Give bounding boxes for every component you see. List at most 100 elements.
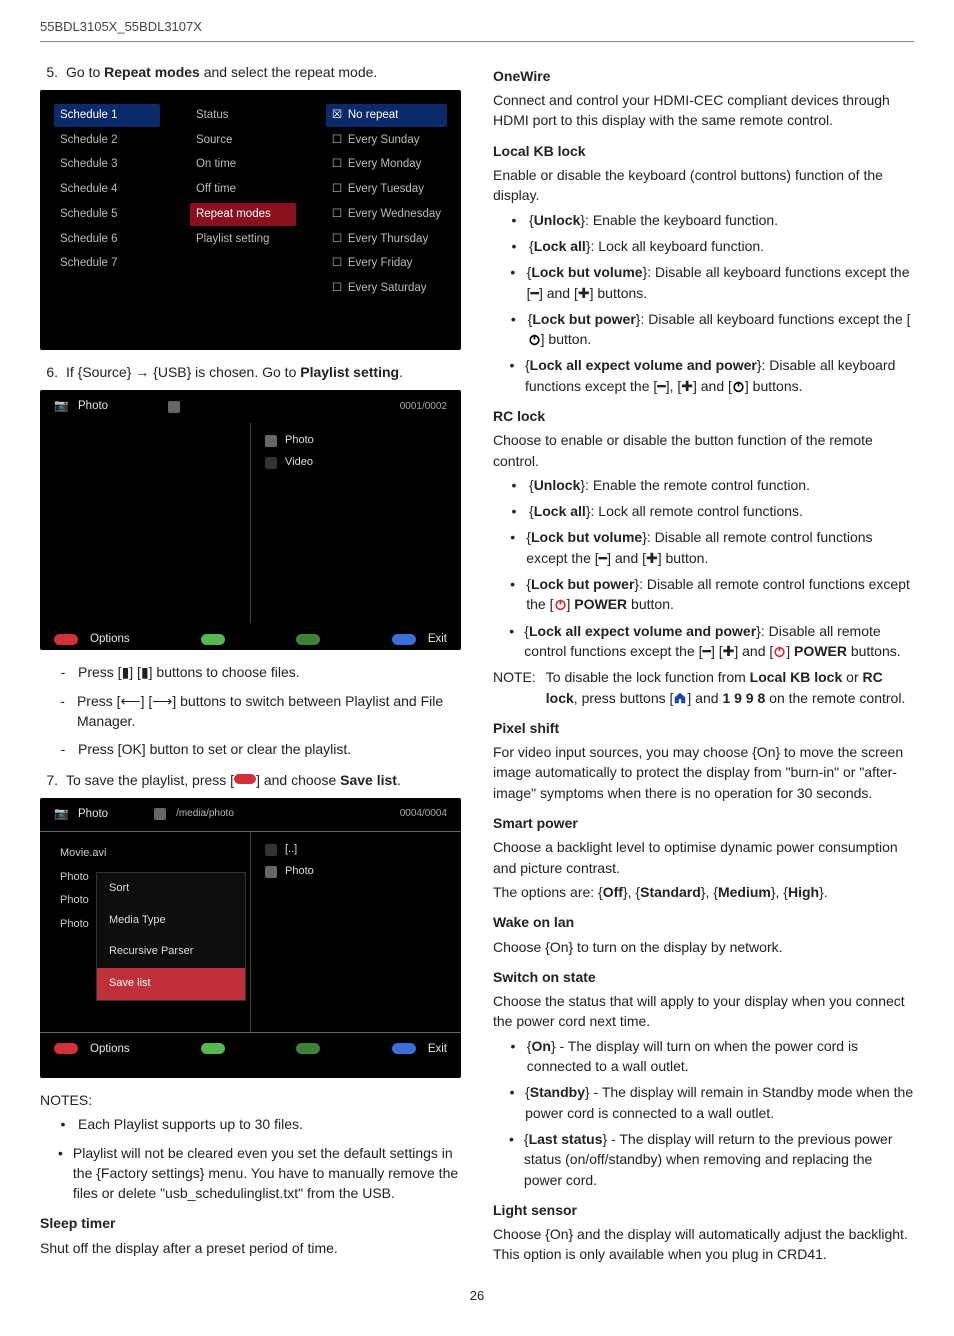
bullet-marker: •: [509, 355, 515, 396]
smart-power-text: Choose a backlight level to optimise dyn…: [493, 837, 914, 878]
menu-item: Schedule 2: [54, 129, 160, 152]
power-icon: [528, 333, 541, 346]
menu-item: Schedule 5: [54, 203, 160, 226]
row: Photo: [265, 433, 447, 449]
switch-on-state-text: Choose the status that will apply to you…: [493, 991, 914, 1032]
two-column-layout: 5. Go to Repeat modes and select the rep…: [40, 56, 914, 1269]
menu-item: On time: [190, 153, 296, 176]
note-body: To disable the lock function from Local …: [546, 667, 914, 708]
menu-item: Source: [190, 129, 296, 152]
green-pill-icon: [201, 634, 225, 645]
thumb-icon: [265, 866, 277, 878]
rc-lock-text: Choose to enable or disable the button f…: [493, 430, 914, 471]
step-text: Go to Repeat modes and select the repeat…: [66, 62, 461, 82]
kb-lock-list: • {Unlock}: Enable the keyboard function.…: [509, 210, 914, 396]
repeat-options-col: ☒No repeat ☐Every Sunday ☐Every Monday ☐…: [326, 104, 447, 336]
bullet-marker: •: [509, 236, 519, 256]
exit-label: Exit: [428, 1041, 447, 1058]
checkbox-icon: ☐: [332, 181, 342, 198]
left-column: 5. Go to Repeat modes and select the rep…: [40, 56, 461, 1269]
save-list-screenshot: 📷 Photo /media/photo 0004/0004 Movie.avi…: [40, 798, 461, 1078]
pixel-shift-text: For video input sources, you may choose …: [493, 742, 914, 803]
bullet-marker: •: [58, 1114, 68, 1134]
tab-icon: [154, 808, 166, 820]
options-label: Options: [90, 1041, 130, 1058]
left-pane: Movie.avi Photo Photo Photo Sort Media T…: [40, 832, 250, 1032]
right-pane: [..] Photo: [250, 832, 461, 1032]
t: Go to: [66, 64, 104, 80]
checkbox-icon: ☐: [332, 206, 342, 223]
step-6: 6. If {Source} → {USB} is chosen. Go to …: [40, 362, 461, 382]
t: and select the repeat mode.: [200, 64, 377, 80]
menu-item: Schedule 4: [54, 178, 160, 201]
onewire-text: Connect and control your HDMI-CEC compli…: [493, 90, 914, 131]
step-number: 6.: [40, 362, 58, 382]
notes-list: •Each Playlist supports up to 30 files. …: [58, 1114, 461, 1203]
red-pill-icon: [234, 774, 256, 784]
green-pill-icon: [296, 634, 320, 645]
page-header-model: 55BDL3105X_55BDL3107X: [40, 18, 914, 42]
li-text: {Lock but volume}: Disable all remote co…: [526, 527, 914, 568]
li-text: {Lock all}: Lock all keyboard function.: [529, 236, 764, 256]
checkbox-icon: ☐: [332, 156, 342, 173]
menu-item: ☐Every Thursday: [326, 228, 447, 251]
local-kb-lock-text: Enable or disable the keyboard (control …: [493, 165, 914, 206]
power-icon: [773, 645, 786, 658]
path-label: /media/photo: [176, 807, 234, 822]
step-7: 7. To save the playlist, press [] and ch…: [40, 770, 461, 790]
menu-item: ☒No repeat: [326, 104, 447, 127]
li-text: {Lock all expect volume and power}: Disa…: [525, 355, 914, 396]
menu-item: ☐Every Sunday: [326, 129, 447, 152]
file-item: Movie.avi: [58, 842, 240, 866]
bullet-marker: •: [509, 501, 519, 521]
row: [..]: [265, 842, 447, 858]
switch-on-state-heading: Switch on state: [493, 967, 914, 987]
smart-power-heading: Smart power: [493, 813, 914, 833]
t: .: [399, 364, 403, 380]
checkbox-icon: ☐: [332, 280, 342, 297]
menu-item: Schedule 1: [54, 104, 160, 127]
menu-item: ☐Every Friday: [326, 252, 447, 275]
menu-item: Schedule 6: [54, 228, 160, 251]
bullet-marker: •: [509, 1082, 515, 1123]
menu-item: Off time: [190, 178, 296, 201]
bullet-marker: •: [509, 574, 516, 615]
page-number: 26: [40, 1287, 914, 1306]
bullet-marker: •: [509, 262, 517, 303]
local-kb-lock-heading: Local KB lock: [493, 141, 914, 161]
repeat-modes-label: Repeat modes: [104, 64, 200, 80]
thumb-icon: [265, 457, 277, 469]
playlist-setting-label: Playlist setting: [300, 364, 399, 380]
bullet-marker: •: [509, 621, 514, 662]
li-text: {Unlock}: Enable the keyboard function.: [529, 210, 778, 230]
note-label: NOTE:: [493, 667, 536, 708]
top-bar: 📷 Photo 0001/0002: [40, 390, 461, 423]
schedule-menu-screenshot: Schedule 1 Schedule 2 Schedule 3 Schedul…: [40, 90, 461, 350]
counter-label: 0001/0002: [400, 400, 447, 415]
power-icon: [732, 380, 745, 393]
sleep-timer-heading: Sleep timer: [40, 1213, 461, 1233]
green-pill-icon: [296, 1043, 320, 1054]
rc-lock-list: •{Unlock}: Enable the remote control fun…: [509, 475, 914, 661]
checkbox-icon: ☒: [332, 107, 342, 124]
li-text: {On} - The display will turn on when the…: [527, 1036, 914, 1077]
options-label: Options: [90, 631, 130, 648]
notes-heading: NOTES:: [40, 1090, 461, 1110]
wake-on-lan-heading: Wake on lan: [493, 912, 914, 932]
menu-item-save-list: Save list: [97, 968, 245, 1000]
t: If {Source} → {USB} is chosen. Go to: [66, 364, 300, 380]
bullet-marker: •: [58, 1143, 63, 1204]
body: Photo Video: [40, 423, 461, 623]
t: .: [397, 772, 401, 788]
checkbox-icon: ☐: [332, 231, 342, 248]
thumb-icon: [265, 844, 277, 856]
dash-marker: -: [58, 739, 68, 759]
t: ] and choose: [256, 772, 340, 788]
instruction-text: Press [⟵] [⟶] buttons to switch between …: [77, 691, 461, 732]
note-text: Playlist will not be cleared even you se…: [73, 1143, 461, 1204]
menu-item: Recursive Parser: [97, 936, 245, 968]
tab-icon: [168, 401, 180, 413]
footer-bar: Options Exit: [40, 623, 461, 650]
body: Movie.avi Photo Photo Photo Sort Media T…: [40, 832, 461, 1032]
menu-item: Status: [190, 104, 296, 127]
